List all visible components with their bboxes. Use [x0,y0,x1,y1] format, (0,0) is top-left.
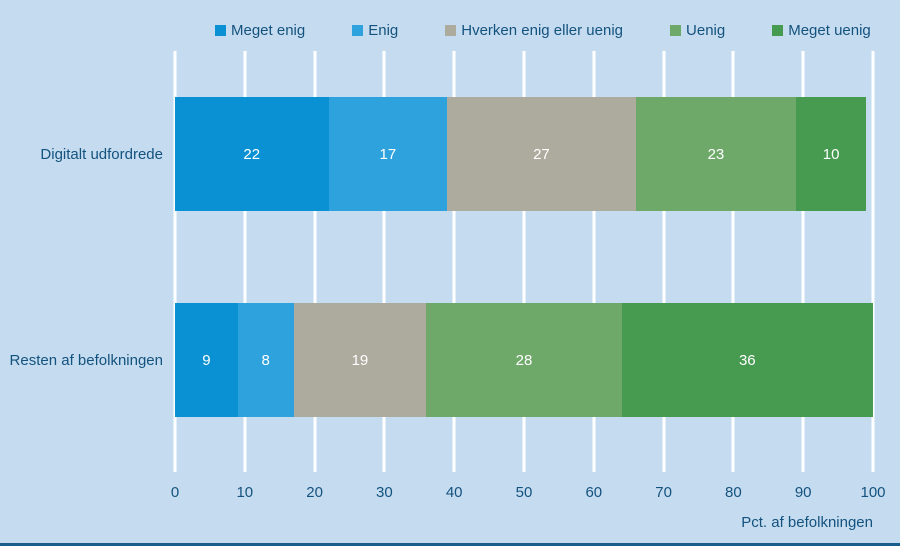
x-tick-label: 0 [170,484,180,501]
x-tick-label: 20 [306,484,323,501]
bar-value-label: 10 [822,145,840,163]
gridline [313,51,317,472]
bar-value-label: 8 [261,351,270,369]
bar-value-label: 19 [351,351,369,369]
x-tick-label: 60 [585,484,603,501]
legend-label: Enig [368,22,399,39]
bar-segment: 8 [237,303,294,417]
bar-segment: 17 [328,97,448,211]
bar-segment: 27 [447,97,636,211]
gridline [662,51,666,472]
legend-item: Hverken enig eller uenig [445,22,623,39]
bar-value-label: 27 [533,145,550,163]
legend-label: Meget uenig [788,22,871,39]
x-tick-label: 30 [376,484,393,501]
bar-segment: 19 [293,303,427,417]
gridline [173,51,177,472]
bar-value-label: 23 [707,145,725,163]
gridline [243,51,247,472]
bar-segment: 9 [175,303,238,417]
gridline [801,51,805,472]
legend-color-swatch-icon [352,25,364,36]
x-tick-label: 10 [236,484,254,501]
x-tick-label: 70 [655,484,672,501]
bar-value-label: 28 [515,351,533,369]
legend-color-swatch-icon [445,25,457,36]
x-tick-label: 40 [445,484,463,501]
legend-item: Meget uenig [772,22,871,39]
category-label: Resten af befolkningen [9,351,163,369]
bar-value-label: 22 [243,145,261,163]
legend-label: Meget enig [231,22,306,39]
gridline [731,51,735,472]
bar-segment: 10 [796,97,866,211]
gridline [452,51,456,472]
legend-color-swatch-icon [670,25,682,36]
bar-segment: 36 [621,303,873,417]
bar-value-label: 36 [738,351,756,369]
x-tick-label: 90 [794,484,812,501]
gridline [871,51,875,472]
legend-label: Hverken enig eller uenig [461,22,624,39]
gridline [382,51,386,472]
gridline [592,51,596,472]
x-tick-label: 50 [515,484,533,501]
bar-row: 22 17 27 23 10 [175,97,873,211]
bar-segment: 23 [635,97,797,211]
legend-item: Enig [352,22,398,39]
bar-value-label: 9 [202,351,211,369]
legend-label: Uenig [686,22,726,39]
bar-segment: 22 [175,97,329,211]
gridline [522,51,526,472]
bar-row: 9 8 19 28 36 [175,303,873,417]
category-label: Digitalt udfordrede [40,145,163,163]
plot-area: 22 17 27 23 10 9 8 19 28 36 [173,51,875,472]
chart-legend: Meget enig Enig Hverken enig eller uenig Ue… [215,22,871,39]
x-axis-title: Pct. af befolkningen [741,514,873,531]
legend-color-swatch-icon [215,25,226,36]
bar-value-label: 17 [379,145,397,163]
legend-item: Meget enig [215,22,305,39]
legend-color-swatch-icon [772,25,784,36]
legend-item: Uenig [670,22,725,39]
x-tick-label: 80 [725,484,742,501]
bar-segment: 28 [426,303,622,417]
x-tick-label: 100 [860,484,886,501]
